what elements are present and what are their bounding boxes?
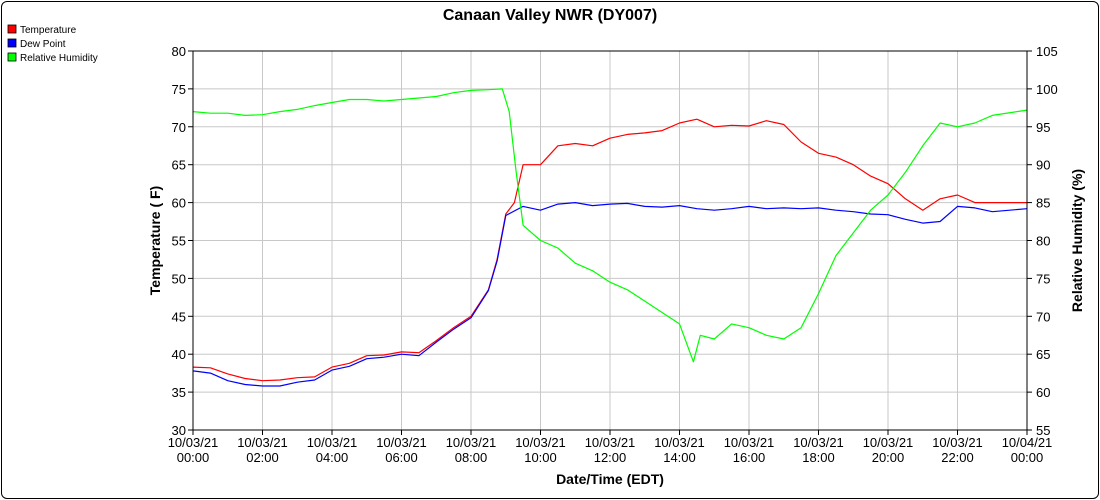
y2-tick-label: 65 — [1036, 347, 1050, 362]
legend-swatch-temperature — [7, 24, 17, 34]
x-tick-label-time: 18:00 — [802, 450, 835, 465]
x-axis-title: Date/Time (EDT) — [556, 471, 664, 487]
y2-tick-label: 75 — [1036, 271, 1050, 286]
y2-tick-label: 95 — [1036, 120, 1050, 135]
x-tick-label-date: 10/03/21 — [793, 435, 844, 450]
y-tick-label: 45 — [172, 309, 186, 324]
series-line-temperature — [192, 118, 1027, 382]
x-tick-label-date: 10/03/21 — [237, 435, 288, 450]
plot-lines — [192, 88, 1028, 387]
x-tick-label-date: 10/03/21 — [724, 435, 775, 450]
x-tick-label-date: 10/03/21 — [863, 435, 914, 450]
x-tick-label-time: 10:00 — [524, 450, 557, 465]
x-tick-label-time: 04:00 — [316, 450, 349, 465]
x-tick-label-time: 12:00 — [594, 450, 627, 465]
legend-label-dew-point: Dew Point — [20, 39, 66, 50]
x-tick-label-time: 22:00 — [941, 450, 974, 465]
y2-tick-label: 105 — [1036, 44, 1058, 59]
chart-title: Canaan Valley NWR (DY007) — [443, 7, 657, 24]
y2-tick-label: 55 — [1036, 423, 1050, 438]
x-tick-label-date: 10/04/21 — [1002, 435, 1053, 450]
y-tick-label: 70 — [172, 120, 186, 135]
x-tick-label-date: 10/03/21 — [446, 435, 497, 450]
x-tick-label-time: 00:00 — [1011, 450, 1044, 465]
y-tick-label: 40 — [172, 347, 186, 362]
grid — [192, 50, 1028, 431]
x-tick-label-time: 14:00 — [663, 450, 696, 465]
series-line-relative-humidity — [192, 88, 1028, 363]
legend-label-relative-humidity: Relative Humidity — [20, 53, 98, 64]
y-axis-ticks: 30 35 40 45 50 55 60 65 70 75 80 — [172, 44, 193, 438]
x-tick-label-time: 16:00 — [733, 450, 766, 465]
y-axis-title: Temperature ( F) — [147, 186, 163, 295]
y-tick-label: 55 — [172, 234, 186, 249]
y-tick-label: 80 — [172, 44, 186, 59]
legend: Temperature Dew Point Relative Humidity — [7, 24, 98, 64]
x-tick-label-time: 08:00 — [455, 450, 488, 465]
x-tick-label-time: 20:00 — [872, 450, 905, 465]
x-tick-label-date: 10/03/21 — [654, 435, 705, 450]
y-tick-label: 60 — [172, 196, 186, 211]
x-tick-label-date: 10/03/21 — [515, 435, 566, 450]
y2-tick-label: 80 — [1036, 234, 1050, 249]
x-tick-label-date: 10/03/21 — [932, 435, 983, 450]
y2-tick-label: 100 — [1036, 82, 1058, 97]
x-tick-label-date: 10/03/21 — [376, 435, 427, 450]
y-tick-label: 50 — [172, 271, 186, 286]
x-tick-label-time: 02:00 — [246, 450, 279, 465]
y-tick-label: 65 — [172, 158, 186, 173]
x-tick-label-date: 10/03/21 — [585, 435, 636, 450]
y2-axis-ticks: 55 60 65 70 75 80 85 90 95 100 105 — [1027, 44, 1058, 438]
legend-swatch-relative-humidity — [7, 52, 17, 62]
x-tick-label-time: 00:00 — [177, 450, 210, 465]
legend-label-temperature: Temperature — [20, 25, 77, 36]
x-tick-label-time: 06:00 — [385, 450, 418, 465]
x-axis-ticks: 10/03/2100:0010/03/2102:0010/03/2104:001… — [168, 430, 1053, 465]
y2-tick-label: 85 — [1036, 196, 1050, 211]
y-tick-label: 35 — [172, 385, 186, 400]
y-tick-label: 30 — [172, 423, 186, 438]
y2-axis-title: Relative Humidity (%) — [1069, 169, 1085, 312]
x-tick-label-date: 10/03/21 — [168, 435, 219, 450]
x-tick-label-date: 10/03/21 — [307, 435, 358, 450]
y2-tick-label: 70 — [1036, 309, 1050, 324]
series-line-dew-point — [192, 202, 1028, 387]
y2-tick-label: 60 — [1036, 385, 1050, 400]
y2-tick-label: 90 — [1036, 158, 1050, 173]
y-tick-label: 75 — [172, 82, 186, 97]
legend-swatch-dew-point — [7, 38, 17, 48]
